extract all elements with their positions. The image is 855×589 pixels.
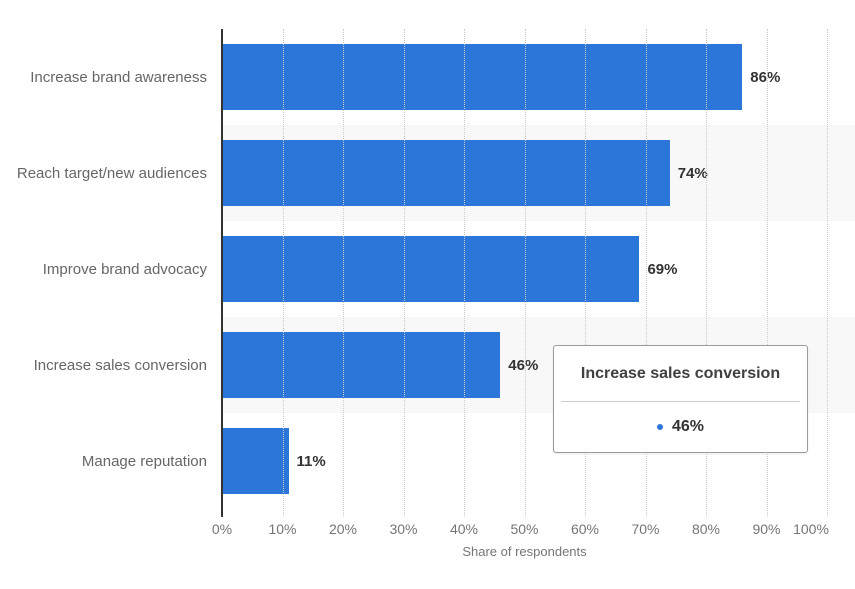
x-axis-title: Share of respondents (462, 544, 587, 559)
x-axis-ticks: 0% 10% 20% 30% 40% 50% 60% 70% 80% 90% 100% (212, 521, 829, 539)
bar-value-label: 74% (677, 164, 708, 182)
gridline (524, 29, 526, 517)
gridline (827, 29, 828, 517)
bar-increase-sales-conversion[interactable] (222, 332, 501, 398)
tooltip-value-label: 46% (671, 418, 705, 435)
plot-area: 86% 74% 69% 46% 11% (221, 29, 855, 517)
bar-value-label: 11% (296, 452, 326, 470)
bar-increase-brand-awareness[interactable] (222, 44, 743, 110)
tooltip-title: Increase sales conversion (561, 346, 800, 402)
gridline (343, 29, 344, 517)
gridline (464, 29, 465, 517)
bar-row: 69% (222, 221, 855, 317)
bar-value-label: 46% (508, 356, 539, 374)
bar-value-label: 69% (647, 260, 678, 278)
tooltip-value-row: 46% (554, 402, 807, 452)
y-axis-line (221, 29, 223, 517)
category-label: Increase brand awareness (30, 68, 207, 86)
x-tick-label: 70% (631, 521, 660, 537)
x-tick-label: 0% (211, 521, 233, 537)
x-tick-label: 80% (691, 521, 721, 537)
bar-improve-brand-advocacy[interactable] (222, 236, 640, 302)
x-tick-label: 20% (328, 521, 358, 537)
gridline (585, 29, 586, 517)
series-marker-dot (656, 424, 663, 430)
bar-row: 11% (222, 413, 855, 509)
category-label: Reach target/new audiences (16, 164, 207, 182)
bar-row: 74% (222, 125, 855, 221)
bar-reach-target-new-audiences[interactable] (222, 140, 670, 206)
x-tick-label: 60% (570, 521, 600, 537)
bar-row: 86% (222, 29, 855, 125)
gridline (403, 29, 405, 517)
x-tick-label: 50% (510, 521, 539, 537)
x-tick-label: 40% (449, 521, 479, 537)
bar-value-label: 86% (750, 68, 781, 86)
x-tick-label: 10% (268, 521, 297, 537)
gridline (282, 29, 284, 517)
bar-manage-reputation[interactable] (222, 428, 289, 494)
category-label: Increase sales conversion (33, 356, 207, 374)
category-label: Manage reputation (81, 452, 207, 470)
category-label: Improve brand advocacy (42, 260, 207, 278)
gridline (645, 29, 647, 517)
tooltip: Increase sales conversion 46% (553, 345, 808, 453)
x-tick-label: 100% (793, 521, 829, 537)
x-tick-label: 90% (752, 521, 781, 537)
gridline (706, 29, 707, 517)
x-tick-label: 30% (389, 521, 418, 537)
gridline (766, 29, 768, 517)
